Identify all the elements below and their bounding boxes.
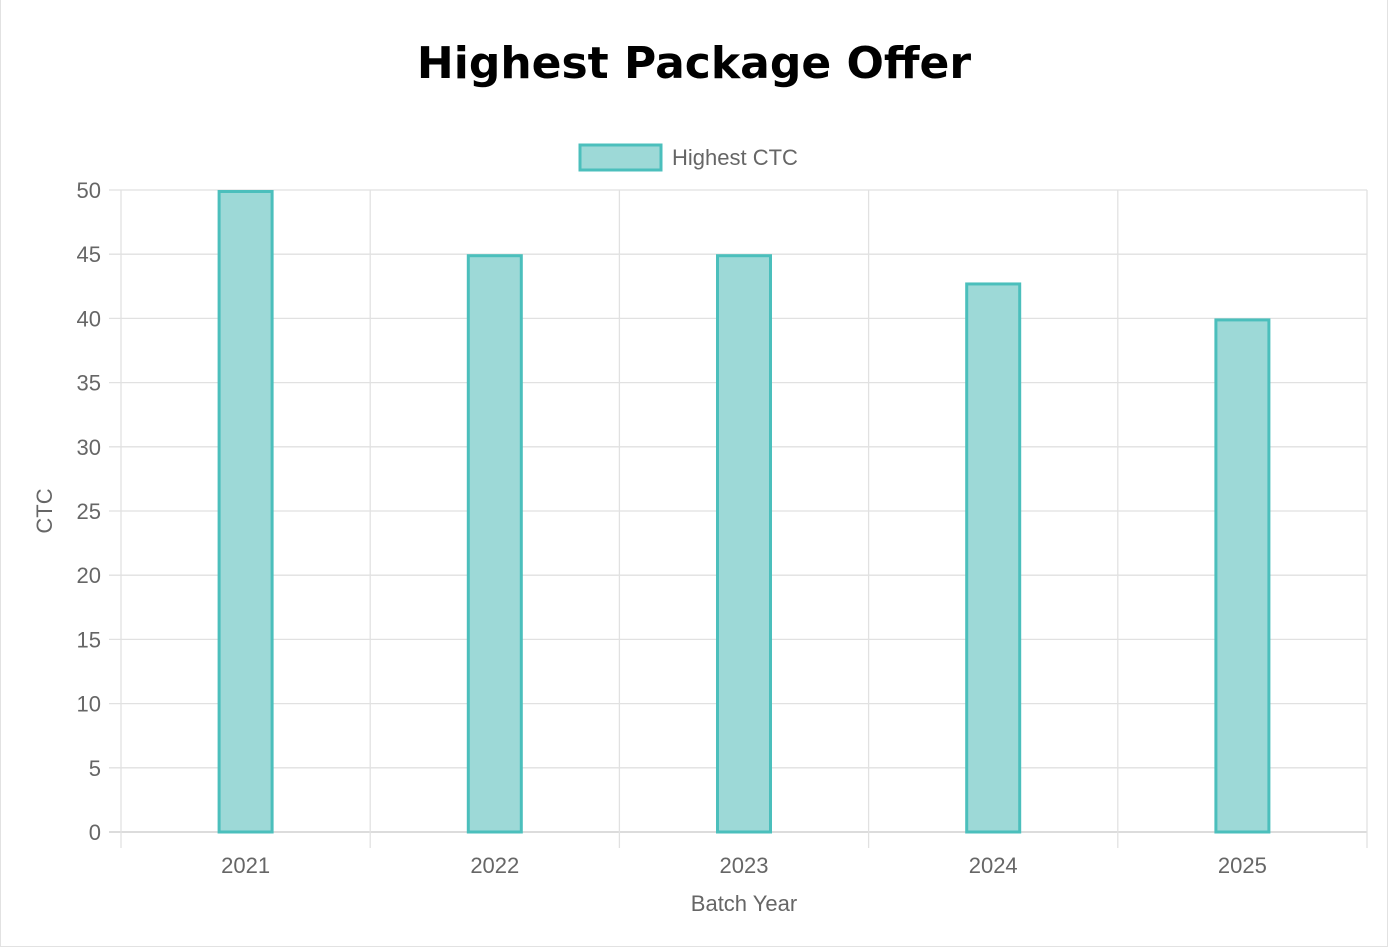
bar-2023 bbox=[716, 254, 772, 834]
legend[interactable]: Highest CTC bbox=[578, 143, 798, 172]
y-tick-label: 40 bbox=[77, 306, 101, 331]
y-axis-label: CTC bbox=[32, 488, 57, 533]
y-tick-label: 0 bbox=[89, 820, 101, 845]
x-axis-label: Batch Year bbox=[691, 891, 797, 916]
y-tick-label: 45 bbox=[77, 242, 101, 267]
bar-2024 bbox=[965, 282, 1022, 834]
y-tick-label: 20 bbox=[77, 563, 101, 588]
legend-label: Highest CTC bbox=[672, 145, 798, 170]
y-tick-label: 25 bbox=[77, 499, 101, 524]
x-tick-label: 2024 bbox=[969, 853, 1018, 878]
x-tick-label: 2021 bbox=[221, 853, 270, 878]
y-tick-label: 30 bbox=[77, 435, 101, 460]
x-tick-label: 2025 bbox=[1218, 853, 1267, 878]
legend-swatch bbox=[578, 143, 663, 172]
y-tick-label: 15 bbox=[77, 627, 101, 652]
y-tick-label: 5 bbox=[89, 756, 101, 781]
bar-2025 bbox=[1214, 318, 1271, 834]
y-tick-label: 50 bbox=[77, 178, 101, 203]
chart-title: Highest Package Offer bbox=[417, 38, 971, 89]
bar-2022 bbox=[466, 254, 523, 834]
y-tick-label: 10 bbox=[77, 692, 101, 717]
y-tick-label: 35 bbox=[77, 371, 101, 396]
x-tick-label: 2023 bbox=[720, 853, 769, 878]
bar-2021 bbox=[217, 190, 274, 834]
x-tick-label: 2022 bbox=[470, 853, 519, 878]
